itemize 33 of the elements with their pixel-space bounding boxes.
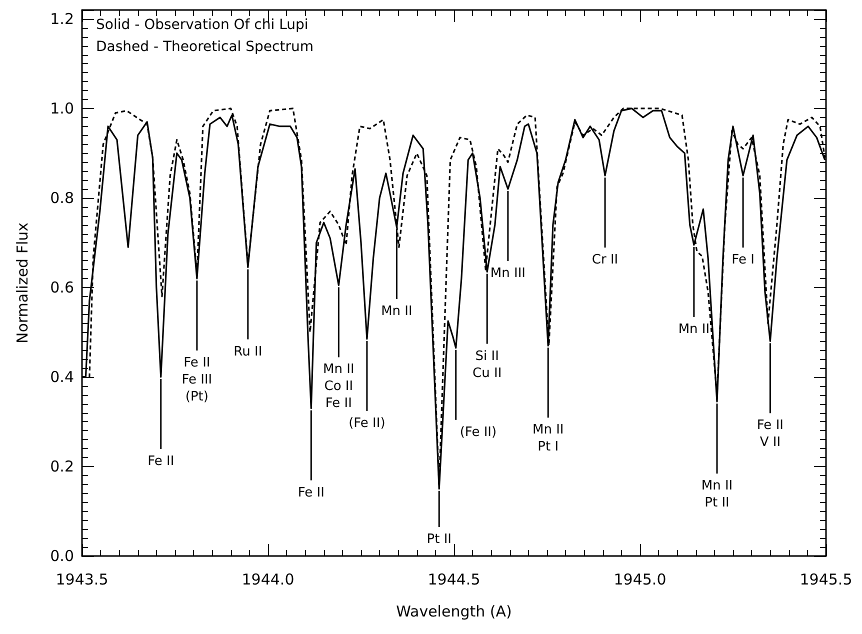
annotation: Mn II Pt II bbox=[701, 478, 733, 511]
y-axis-title: Normalized Flux bbox=[14, 222, 32, 344]
annotation: (Fe II) bbox=[460, 424, 497, 440]
annotation: Fe I bbox=[732, 252, 754, 268]
y-tick-label: 0.6 bbox=[50, 278, 74, 296]
y-tick-label: 0.2 bbox=[50, 457, 74, 476]
x-tick-label: 1945.5 bbox=[800, 570, 852, 588]
annotation: Mn II bbox=[381, 304, 412, 320]
annotation: Fe II bbox=[148, 454, 174, 469]
y-tick-label: 0.8 bbox=[50, 188, 74, 207]
annotation: Pt II bbox=[426, 532, 452, 547]
x-axis-title: Wavelength (A) bbox=[396, 602, 512, 620]
x-tick-label: 1944.0 bbox=[242, 570, 294, 588]
x-tick-label: 1944.5 bbox=[428, 570, 480, 588]
annotation: Mn II Co II Fe II bbox=[323, 362, 354, 412]
y-tick-label: 1.2 bbox=[50, 10, 74, 28]
annotation: Fe II Fe III (Pt) bbox=[182, 356, 212, 405]
annotation: Si II Cu II bbox=[472, 348, 502, 381]
annotation: Mn II bbox=[678, 322, 710, 337]
x-tick-label: 1943.5 bbox=[56, 570, 108, 588]
y-tick-label: 1.0 bbox=[50, 99, 74, 118]
y-tick-label: 0.4 bbox=[50, 368, 74, 386]
annotation: Dashed - Theoretical Spectrum bbox=[96, 39, 314, 55]
annotation: (Fe II) bbox=[348, 416, 386, 431]
annotation: Solid - Observation Of chi Lupi bbox=[96, 17, 308, 33]
annotation: Ru II bbox=[234, 344, 262, 360]
x-tick-label: 1945.0 bbox=[614, 570, 666, 588]
annotation: Fe II bbox=[298, 485, 324, 500]
annotation: Cr II bbox=[592, 252, 618, 268]
annotation: Fe II V II bbox=[756, 418, 784, 450]
y-tick-label: 0.0 bbox=[50, 547, 74, 565]
annotation: Mn II Pt I bbox=[532, 422, 564, 455]
annotation: Mn III bbox=[490, 266, 526, 282]
